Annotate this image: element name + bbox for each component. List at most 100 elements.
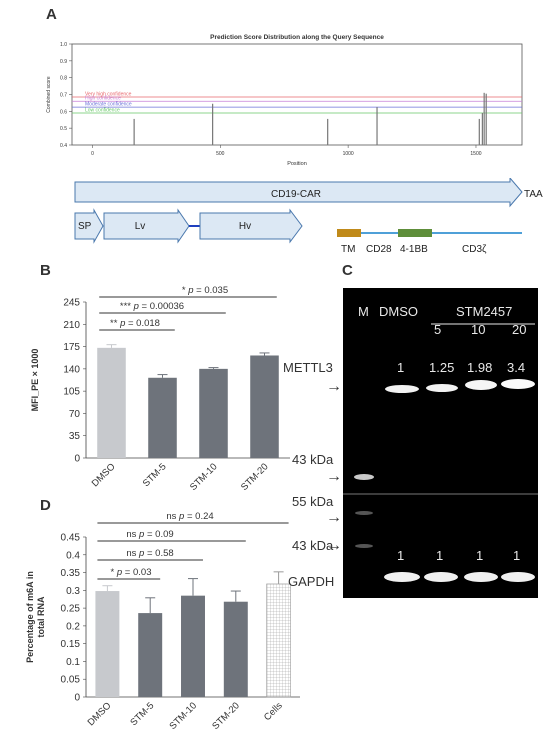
y-tick-label: 70 [69,409,81,420]
marker-43kda-arrow-icon: → [326,468,342,485]
y-tick-label: 35 [69,431,81,442]
y-tick-label: 0 [74,454,80,465]
y-tick-label: 0.4 [66,550,80,561]
y-axis-label: Combined score [46,76,52,113]
x-tick-label: 0 [91,151,94,157]
y-tick-label: 210 [63,320,80,331]
mettl3-ratio-stm10: 1.98 [467,360,493,375]
bar-dmso [95,591,120,697]
y-tick-label: 0 [74,693,80,704]
mettl3-ratio-stm20: 3.4 [507,360,526,375]
y-tick-label: 0.45 [61,533,81,544]
mettl3-label: METTL3 [283,360,333,375]
significance-label: * p = 0.035 [182,285,228,296]
prediction-score-chart: Prediction Score Distribution along the … [46,34,523,167]
gapdh-ratio-stm5: 1 [436,548,444,563]
x-tick-label: STM-20 [239,461,271,493]
sp-arrow: SP [74,208,104,244]
marker-43kda-bottom-arrow-icon: → [326,537,342,554]
gapdh-ratio-dmso: 1 [397,548,405,563]
y-tick-label: 0.25 [61,604,81,615]
hv-label: Hv [239,221,251,232]
y-tick-label: 245 [63,298,80,309]
blot-bands [343,323,538,582]
x-tick-label: DMSO [90,461,118,489]
bar-stm-20 [250,355,279,458]
threshold-label: Moderate confidence [85,102,132,108]
lane-label-dmso: DMSO [379,304,418,319]
lane-label-stm10: 10 [471,322,486,337]
threshold-label: High confidence [85,96,121,102]
y-tick-label: 0.1 [66,657,80,668]
y-tick-label: 0.4 [60,143,67,149]
tm-domain [337,229,361,237]
lane-label-stm20: 20 [512,322,527,337]
y-axis-label: MFI_PE × 1000 [30,349,40,412]
bar-stm-10 [181,595,205,697]
m6a-bar-chart: 0 0.05 0.1 0.15 0.2 0.25 0.3 0.35 0.4 0.45 Percent… [25,511,300,732]
gapdh-band [501,572,535,582]
y-tick-label: 140 [63,364,80,375]
x-tick-label: DMSO [86,700,114,728]
y-tick-label: 0.7 [60,93,67,99]
y-tick-label: 0.05 [61,675,81,686]
significance-label: * p = 0.03 [111,567,152,578]
y-tick-label: 0.35 [61,568,81,579]
mettl3-band [385,385,419,393]
marker-band [354,474,374,480]
x-tick-label: Cells [262,700,285,723]
bar-stm-5 [148,377,177,458]
marker-band [355,511,373,515]
panel-b-letter: B [40,262,51,279]
threshold-label: Very high confidence [85,92,132,98]
x-tick-label: STM-5 [128,700,156,728]
y-tick-label: 0.9 [60,59,67,65]
gapdh-band [464,572,498,582]
y-tick-label: 0.3 [66,586,80,597]
mettl3-ratio-dmso: 1 [397,360,405,375]
y-tick-label: 0.6 [60,109,67,115]
stop-codon-label: TAA [524,189,543,200]
bar-stm-5 [138,613,163,697]
4-1bb-label: 4-1BB [400,244,428,255]
cd19-car-arrow: CD19-CAR [74,178,523,208]
x-tick-label: STM-10 [167,700,199,732]
mettl3-band [426,384,458,392]
4-1bb-domain [398,229,432,237]
significance-label: ns p = 0.58 [126,548,173,559]
y-tick-label: 0.15 [61,639,81,650]
gapdh-band [424,572,458,582]
marker-55kda-label: 55 kDa [292,494,334,509]
mettl3-ratio-stm5: 1.25 [429,360,455,375]
bar-stm-10 [199,368,228,458]
significance-label: ns p = 0.24 [166,511,213,522]
cd3z-label: CD3ζ [462,244,487,255]
tm-label: TM [341,244,355,255]
panel-d-letter: D [40,497,51,514]
cd19-car-label: CD19-CAR [271,189,321,200]
lane-label-marker: M [358,304,369,319]
significance-label: *** p = 0.00036 [120,301,184,312]
western-blot-image: M DMSO STM2457 5 10 20 1 1.25 1.98 3.4 1… [343,288,538,598]
x-tick-label: 1000 [343,151,354,157]
gapdh-band [384,572,420,582]
bar-dmso [97,347,126,458]
mettl3-band [501,379,535,389]
stm2457-group-label: STM2457 [456,304,513,319]
y-tick-label: 0.5 [60,126,67,132]
x-tick-label: STM-5 [141,461,169,489]
lane-label-stm5: 5 [434,322,442,337]
x-tick-label: 1500 [470,151,481,157]
marker-55kda-arrow-icon: → [326,509,342,526]
y-tick-label: 0.2 [66,621,80,632]
x-tick-label: STM-10 [188,461,220,493]
threshold-label: Low confidence [85,108,120,114]
y-tick-label: 1.0 [60,42,67,48]
lv-arrow: Lv [103,208,190,244]
y-tick-label: 0.8 [60,76,67,82]
mfi-bar-chart: 0 35 70 105 140 175 210 245 MFI_PE × 1000 DMSO STM… [30,285,290,493]
hv-arrow: Hv [199,208,303,244]
mettl3-arrow-icon: → [326,378,342,395]
panel-a-letter: A [46,6,57,23]
marker-43kda-bottom-label: 43 kDa [292,538,334,553]
